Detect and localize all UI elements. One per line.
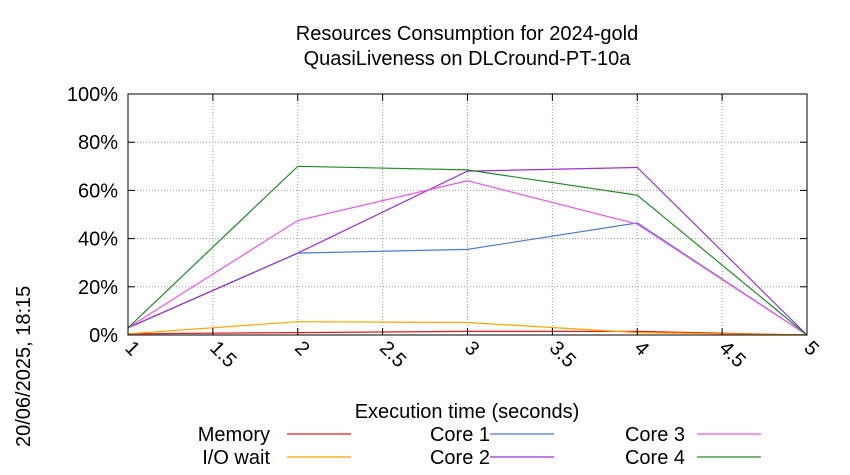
chart-subtitle: QuasiLiveness on DLCround-PT-10a [304,48,632,70]
y-tick-label: 0% [89,325,118,347]
x-tick-label: 2 [290,337,313,360]
chart-title: Resources Consumption for 2024-gold [296,23,638,45]
x-tick-label: 1.5 [205,337,240,372]
x-tick-label: 3.5 [545,337,580,372]
y-tick-label: 100% [67,84,118,106]
legend-label: I/O wait [202,447,270,469]
x-axis-label: Execution time (seconds) [355,401,580,423]
y-tick-label: 60% [78,180,118,202]
axis-ticks [127,93,808,336]
x-tick-label: 2.5 [375,337,410,372]
x-tick-labels: 1 1.5 2 2.5 3 3.5 4 4.5 5 [120,337,822,372]
y-tick-labels: 0% 20% 40% 60% 80% 100% [67,84,118,347]
series-line-core-2 [127,166,808,336]
y-tick-label: 40% [78,229,118,251]
legend-label: Core 1 [430,424,490,446]
x-tick-label: 5 [799,337,822,360]
series-line-core-4 [127,165,808,336]
x-tick-label: 4 [630,337,653,360]
y-tick-label: 20% [78,277,118,299]
legend-label: Core 4 [625,447,685,469]
grid [127,93,808,336]
series-line-i-o-wait [127,321,808,336]
y-tick-label: 80% [78,132,118,154]
legend-label: Core 3 [625,424,685,446]
series-line-core-1 [127,222,808,336]
x-tick-label: 1 [120,337,143,360]
x-tick-label: 4.5 [715,337,750,372]
legend-label: Memory [198,424,270,446]
series-line-core-3 [127,180,808,336]
timestamp-label: 20/06/2025, 18:15 [13,286,35,447]
x-tick-label: 3 [460,337,483,360]
legend-label: Core 2 [430,447,490,469]
